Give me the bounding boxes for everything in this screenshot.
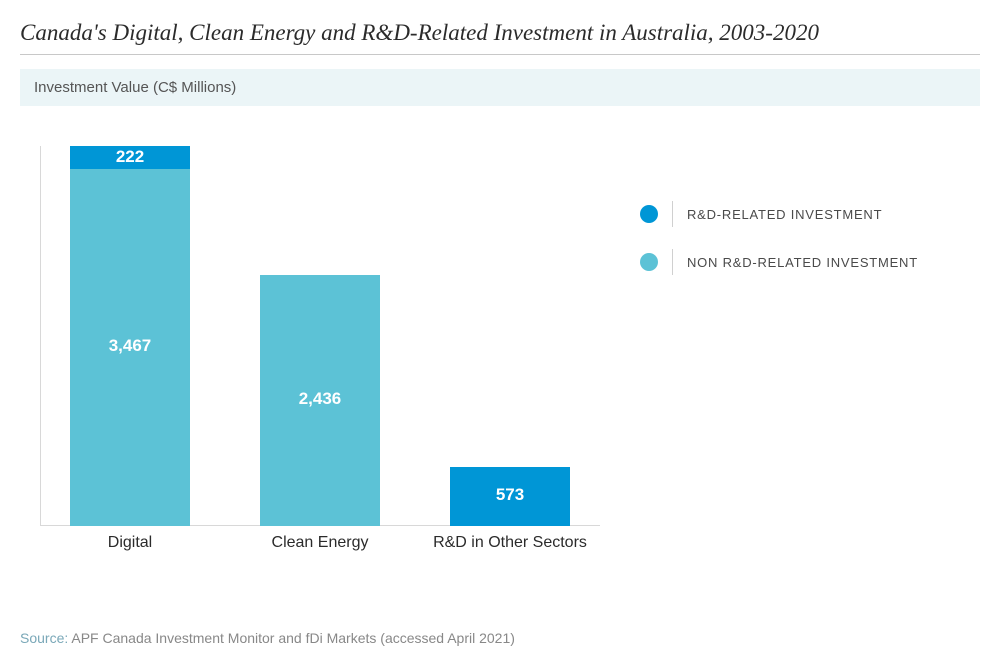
y-axis-label: Investment Value (C$ Millions) [34, 79, 236, 96]
y-axis-line [40, 146, 41, 526]
source-citation: Source: APF Canada Investment Monitor an… [20, 630, 515, 646]
legend-item: NON R&D-RELATED INVESTMENT [640, 249, 980, 275]
legend-swatch [640, 253, 658, 271]
chart-area: 3,467 222 2,436 573 Digital Clean Energy R&D … [20, 146, 980, 576]
bar-segment: 222 [70, 146, 190, 169]
legend-label: NON R&D-RELATED INVESTMENT [687, 255, 918, 270]
plot-area: 3,4672222,436573 DigitalClean EnergyR&D … [40, 146, 600, 526]
category-label: R&D in Other Sectors [420, 534, 600, 552]
legend-swatch [640, 205, 658, 223]
bar-value-label: 573 [450, 485, 570, 505]
chart-title: Canada's Digital, Clean Energy and R&D-R… [20, 20, 980, 55]
source-text: APF Canada Investment Monitor and fDi Ma… [68, 630, 515, 646]
bar-segment: 2,436 [260, 275, 380, 526]
category-label: Digital [40, 534, 220, 552]
legend-item: R&D-RELATED INVESTMENT [640, 201, 980, 227]
y-axis-label-bar: Investment Value (C$ Millions) [20, 69, 980, 106]
bar-group: 573 [450, 467, 570, 526]
bar-value-label: 222 [70, 147, 190, 167]
legend-separator [672, 249, 673, 275]
bar-group: 3,467 222 [70, 146, 190, 526]
legend: R&D-RELATED INVESTMENT NON R&D-RELATED IN… [640, 201, 980, 297]
category-label: Clean Energy [230, 534, 410, 552]
source-label: Source: [20, 630, 68, 646]
bar-value-label: 2,436 [260, 389, 380, 409]
chart-container: Canada's Digital, Clean Energy and R&D-R… [0, 0, 1000, 666]
bar-segment: 3,467 [70, 169, 190, 526]
legend-label: R&D-RELATED INVESTMENT [687, 207, 882, 222]
legend-separator [672, 201, 673, 227]
bar-group: 2,436 [260, 275, 380, 526]
bar-segment: 573 [450, 467, 570, 526]
bar-value-label: 3,467 [70, 336, 190, 356]
